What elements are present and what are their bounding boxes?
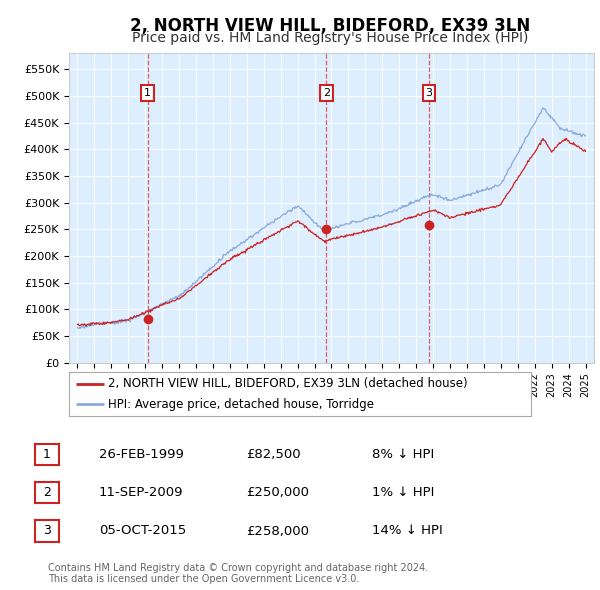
Text: 11-SEP-2009: 11-SEP-2009 <box>99 486 184 499</box>
Text: 1% ↓ HPI: 1% ↓ HPI <box>372 486 434 499</box>
Text: 2: 2 <box>323 88 330 98</box>
Text: 14% ↓ HPI: 14% ↓ HPI <box>372 525 443 537</box>
Text: 8% ↓ HPI: 8% ↓ HPI <box>372 448 434 461</box>
Text: 2, NORTH VIEW HILL, BIDEFORD, EX39 3LN (detached house): 2, NORTH VIEW HILL, BIDEFORD, EX39 3LN (… <box>108 377 468 390</box>
Text: £250,000: £250,000 <box>246 486 309 499</box>
Text: £258,000: £258,000 <box>246 525 309 537</box>
Text: This data is licensed under the Open Government Licence v3.0.: This data is licensed under the Open Gov… <box>48 574 359 584</box>
Text: 3: 3 <box>425 88 433 98</box>
Text: 1: 1 <box>144 88 151 98</box>
Text: HPI: Average price, detached house, Torridge: HPI: Average price, detached house, Torr… <box>108 398 374 411</box>
Text: 2, NORTH VIEW HILL, BIDEFORD, EX39 3LN: 2, NORTH VIEW HILL, BIDEFORD, EX39 3LN <box>130 17 530 35</box>
Text: 26-FEB-1999: 26-FEB-1999 <box>99 448 184 461</box>
Text: 1: 1 <box>43 448 51 461</box>
Text: 05-OCT-2015: 05-OCT-2015 <box>99 525 186 537</box>
Text: £82,500: £82,500 <box>246 448 301 461</box>
Text: Contains HM Land Registry data © Crown copyright and database right 2024.: Contains HM Land Registry data © Crown c… <box>48 563 428 573</box>
Text: 2: 2 <box>43 486 51 499</box>
Text: 3: 3 <box>43 525 51 537</box>
Text: Price paid vs. HM Land Registry's House Price Index (HPI): Price paid vs. HM Land Registry's House … <box>132 31 528 45</box>
